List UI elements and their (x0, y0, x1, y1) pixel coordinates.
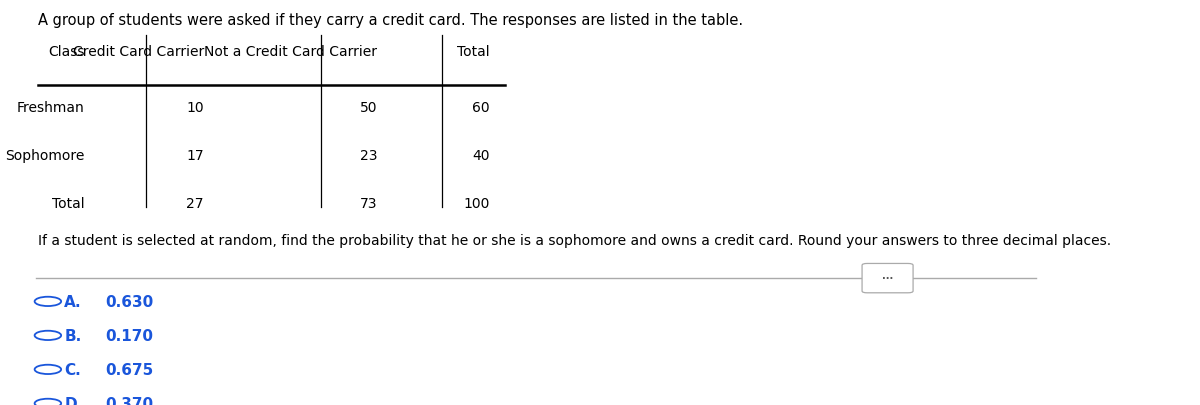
Text: 10: 10 (186, 100, 204, 114)
Text: 73: 73 (360, 197, 378, 211)
Text: 50: 50 (360, 100, 378, 114)
Text: Credit Card Carrier: Credit Card Carrier (73, 45, 204, 59)
Text: 0.630: 0.630 (106, 294, 154, 309)
Text: Sophomore: Sophomore (5, 149, 85, 162)
Text: A group of students were asked if they carry a credit card. The responses are li: A group of students were asked if they c… (37, 13, 743, 28)
Text: 0.370: 0.370 (106, 396, 154, 405)
Text: 17: 17 (186, 149, 204, 162)
FancyBboxPatch shape (862, 264, 913, 293)
Text: Class: Class (48, 45, 85, 59)
Text: 0.170: 0.170 (106, 328, 154, 343)
Text: 27: 27 (186, 197, 204, 211)
Text: If a student is selected at random, find the probability that he or she is a sop: If a student is selected at random, find… (37, 234, 1111, 248)
Text: 100: 100 (463, 197, 490, 211)
Text: C.: C. (65, 362, 80, 377)
Text: 40: 40 (472, 149, 490, 162)
Text: 23: 23 (360, 149, 378, 162)
Text: 0.675: 0.675 (106, 362, 154, 377)
Text: D.: D. (65, 396, 83, 405)
Text: A.: A. (65, 294, 82, 309)
Text: B.: B. (65, 328, 82, 343)
Text: Total: Total (457, 45, 490, 59)
Text: ···: ··· (882, 273, 893, 283)
Text: Not a Credit Card Carrier: Not a Credit Card Carrier (204, 45, 378, 59)
Text: Freshman: Freshman (17, 100, 85, 114)
Text: Total: Total (52, 197, 85, 211)
Text: 60: 60 (472, 100, 490, 114)
